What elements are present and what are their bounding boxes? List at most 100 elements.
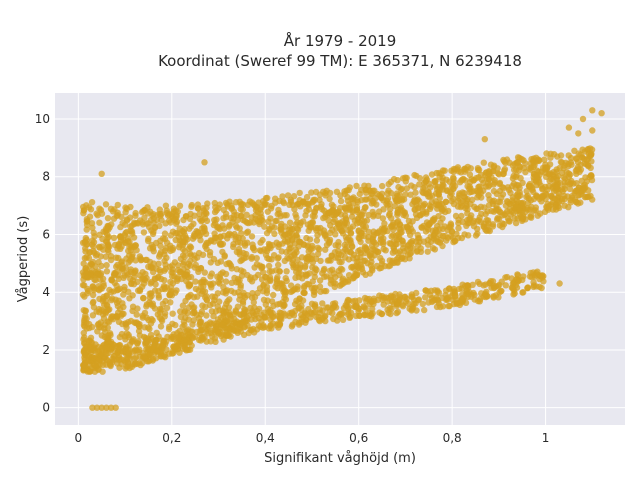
data-point bbox=[86, 320, 93, 328]
data-point bbox=[319, 316, 326, 323]
data-point bbox=[150, 260, 157, 267]
data-point bbox=[240, 331, 248, 339]
data-point bbox=[95, 366, 102, 374]
data-point bbox=[170, 216, 178, 224]
data-point bbox=[342, 205, 349, 212]
data-point bbox=[122, 204, 129, 211]
data-point bbox=[97, 206, 105, 214]
data-point bbox=[81, 346, 89, 353]
data-point bbox=[157, 323, 165, 330]
data-point bbox=[146, 325, 153, 333]
data-point bbox=[147, 352, 154, 359]
data-point bbox=[375, 248, 382, 256]
data-point bbox=[238, 201, 245, 209]
data-point bbox=[130, 234, 138, 241]
data-point bbox=[165, 325, 173, 333]
data-point bbox=[294, 256, 301, 263]
data-point bbox=[512, 203, 520, 210]
data-point bbox=[514, 154, 522, 161]
data-point bbox=[153, 265, 160, 272]
data-point bbox=[486, 170, 493, 178]
data-point bbox=[436, 200, 443, 207]
data-point bbox=[108, 276, 115, 283]
data-point bbox=[159, 235, 167, 242]
data-point bbox=[453, 230, 460, 238]
data-point bbox=[259, 236, 266, 244]
data-point bbox=[557, 152, 565, 159]
data-point bbox=[408, 293, 415, 300]
data-point bbox=[182, 339, 189, 346]
data-point bbox=[231, 289, 238, 296]
data-point bbox=[553, 174, 560, 181]
data-point bbox=[155, 288, 162, 295]
data-point bbox=[384, 190, 391, 197]
data-point bbox=[286, 201, 293, 208]
data-point bbox=[182, 314, 189, 322]
data-point bbox=[341, 188, 348, 195]
data-point bbox=[382, 294, 390, 301]
data-point bbox=[361, 232, 368, 240]
data-point bbox=[169, 310, 176, 317]
data-point bbox=[425, 188, 432, 196]
data-point bbox=[476, 280, 483, 288]
data-point bbox=[363, 217, 371, 224]
data-point bbox=[231, 326, 238, 333]
data-point bbox=[348, 213, 356, 220]
data-point bbox=[442, 291, 449, 299]
data-point bbox=[193, 311, 200, 318]
data-point bbox=[288, 253, 295, 260]
data-point bbox=[271, 230, 278, 238]
data-point bbox=[535, 156, 542, 163]
data-point bbox=[82, 265, 90, 272]
data-point bbox=[329, 226, 336, 233]
data-point bbox=[128, 363, 136, 370]
data-point bbox=[499, 191, 507, 198]
data-point bbox=[485, 226, 492, 234]
data-point bbox=[162, 297, 169, 305]
data-point bbox=[98, 170, 105, 177]
data-point bbox=[353, 272, 360, 279]
data-point bbox=[556, 204, 563, 212]
data-point bbox=[313, 237, 321, 244]
data-point bbox=[199, 335, 207, 343]
data-point bbox=[428, 287, 435, 294]
y-tick-labels: 0 2 4 6 8 10 bbox=[35, 112, 50, 415]
data-point bbox=[237, 257, 244, 265]
data-point bbox=[345, 297, 353, 304]
data-point bbox=[176, 202, 184, 209]
data-point bbox=[221, 317, 229, 324]
data-point bbox=[188, 223, 195, 230]
data-point bbox=[155, 260, 162, 267]
data-point bbox=[298, 319, 305, 326]
data-point bbox=[494, 216, 501, 223]
data-point bbox=[480, 159, 487, 166]
data-point bbox=[225, 223, 233, 230]
data-point bbox=[343, 220, 351, 227]
data-point bbox=[177, 308, 184, 315]
data-point bbox=[182, 234, 190, 242]
data-point bbox=[93, 210, 100, 217]
data-point bbox=[415, 242, 422, 249]
data-point bbox=[321, 232, 329, 239]
data-point bbox=[469, 196, 476, 203]
data-point bbox=[304, 271, 311, 278]
data-point bbox=[125, 331, 132, 339]
data-point bbox=[145, 235, 152, 243]
data-point bbox=[279, 193, 286, 200]
data-point bbox=[157, 242, 164, 249]
data-point bbox=[298, 271, 305, 278]
data-point bbox=[292, 232, 300, 239]
data-point bbox=[309, 252, 316, 259]
data-point bbox=[567, 159, 574, 166]
data-point bbox=[387, 292, 395, 299]
data-point bbox=[448, 183, 456, 190]
data-point bbox=[573, 155, 580, 162]
data-point bbox=[237, 284, 244, 291]
data-point bbox=[426, 202, 433, 209]
data-point bbox=[327, 280, 334, 287]
data-point bbox=[376, 309, 383, 316]
data-point bbox=[217, 276, 224, 283]
data-point bbox=[553, 168, 560, 176]
data-point bbox=[308, 310, 315, 317]
data-point bbox=[84, 290, 91, 297]
